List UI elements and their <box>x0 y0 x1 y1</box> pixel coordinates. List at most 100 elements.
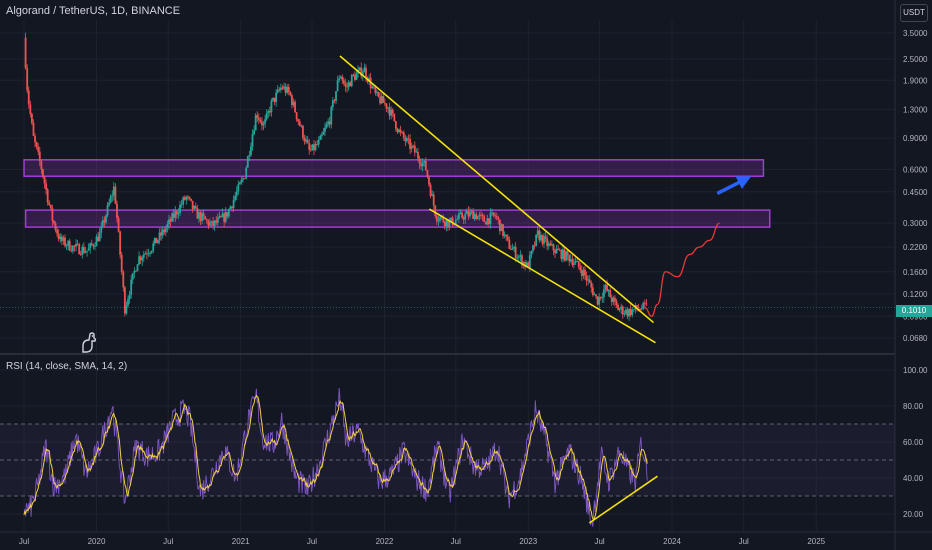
candle-body <box>365 67 367 78</box>
candle-body <box>533 245 536 247</box>
candle-body <box>412 145 415 147</box>
candle-body <box>270 100 273 113</box>
rsi-axis[interactable]: 100.00 80.00 60.00 40.00 20.00 <box>903 366 928 519</box>
time-tick-label: 2023 <box>519 537 537 546</box>
candle-body <box>40 161 43 170</box>
candle-body <box>503 234 506 237</box>
candle-body <box>478 214 481 217</box>
candle-body <box>229 206 232 210</box>
candle-body <box>500 224 503 232</box>
rsi-indicator <box>0 387 895 527</box>
candle-body <box>354 75 356 80</box>
candle-body <box>161 229 164 236</box>
candle-body <box>116 203 118 219</box>
candle-body <box>377 91 380 97</box>
candle-body <box>517 256 520 258</box>
candle-body <box>38 151 41 162</box>
candle-body <box>528 255 531 269</box>
candle-body <box>34 135 36 143</box>
candle-body <box>314 144 317 151</box>
candle-body <box>604 284 607 290</box>
candle-body <box>130 279 133 295</box>
candle-body <box>560 250 563 259</box>
candle-body <box>621 306 624 315</box>
rsi-label[interactable]: RSI (14, close, SMA, 14, 2) <box>6 361 128 372</box>
candle-body <box>139 256 142 261</box>
candle-body <box>62 237 65 242</box>
candle-body <box>51 208 54 221</box>
candle-body <box>246 156 249 168</box>
candle-body <box>569 259 572 262</box>
candle-body <box>557 248 560 250</box>
candle-body <box>278 89 281 91</box>
candle-body <box>57 233 60 240</box>
candle-body <box>383 102 386 104</box>
candle-body <box>435 216 438 222</box>
candle-body <box>31 113 33 123</box>
candle-body <box>125 305 128 314</box>
candle-body <box>563 249 566 261</box>
candle-body <box>623 313 626 315</box>
time-tick-label: 2020 <box>88 537 106 546</box>
candle-body <box>601 297 604 299</box>
candle-body <box>133 270 136 274</box>
tradingview-logo-icon[interactable] <box>80 330 102 354</box>
candle-body <box>86 250 88 252</box>
candle-body <box>309 149 312 151</box>
candle-body <box>541 234 544 244</box>
candle-body <box>442 216 445 222</box>
rsi-tick-label: 60.00 <box>903 438 924 447</box>
candle-body <box>198 212 200 219</box>
candle-body <box>158 232 161 240</box>
candle-body <box>558 249 561 251</box>
price-axis[interactable]: 3.5000 2.5000 1.9000 1.3000 0.9000 0.6000 0.45… <box>903 29 928 343</box>
candle-body <box>103 220 106 223</box>
candle-body <box>319 135 322 140</box>
candle-body <box>464 213 467 220</box>
candle-body <box>245 167 248 179</box>
time-tick-label: 2022 <box>376 537 394 546</box>
candle-body <box>242 178 244 180</box>
candle-body <box>92 244 95 247</box>
candle-body <box>391 109 394 114</box>
candle-body <box>48 202 51 205</box>
candle-body <box>311 144 314 151</box>
time-axis[interactable]: Jul 2020 Jul 2021 Jul 2022 Jul 2023 Jul 2024 Jul 20… <box>19 537 826 546</box>
candle-body <box>243 178 246 180</box>
candle-body <box>352 74 355 76</box>
candle-body <box>591 287 594 296</box>
candle-body <box>284 86 287 93</box>
candle-body <box>424 160 427 171</box>
candle-body <box>590 282 593 288</box>
candle-body <box>157 239 159 244</box>
candle-body <box>286 86 289 93</box>
candle-body <box>297 119 300 122</box>
candle-body <box>571 259 574 265</box>
candle-body <box>155 237 158 244</box>
candle-body <box>360 67 363 77</box>
trendline <box>428 208 656 344</box>
candle-body <box>239 182 241 185</box>
rsi-divergence-line <box>588 475 658 524</box>
candle-body <box>164 228 167 233</box>
candle-body <box>406 138 408 142</box>
candle-body <box>508 239 511 249</box>
candle-body <box>106 205 109 216</box>
candle-body <box>502 224 504 237</box>
candle-body <box>95 236 98 247</box>
candle-body <box>325 124 328 128</box>
candle-body <box>213 220 216 226</box>
candle-body <box>645 303 648 305</box>
candle-body <box>98 232 101 242</box>
currency-badge[interactable]: USDT <box>900 4 928 22</box>
candle-body <box>46 189 49 203</box>
candle-body <box>382 96 385 103</box>
candle-body <box>347 82 350 88</box>
candle-body <box>606 284 608 291</box>
candle-body <box>205 219 208 221</box>
candle-body <box>467 211 470 217</box>
candle-body <box>322 131 325 135</box>
candle-body <box>465 211 468 214</box>
